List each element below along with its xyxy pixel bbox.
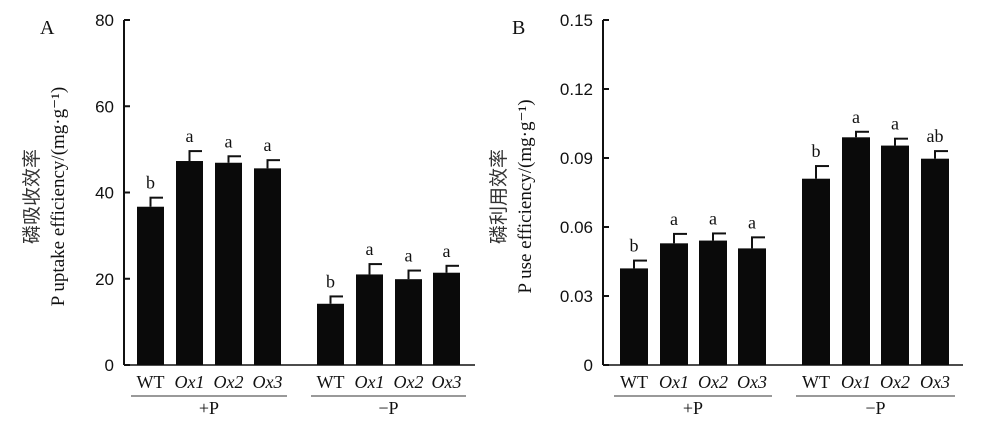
panel-label: A [40, 17, 55, 39]
x-category-label: Ox2 [698, 372, 728, 392]
y-axis-label-en: P uptake efficiency/(mg·g⁻¹) [48, 87, 69, 306]
x-category-label: WT [802, 372, 830, 392]
y-axis-label: 磷利用效率 P use efficiency/(mg·g⁻¹) [488, 99, 536, 293]
y-axis-label-cn: 磷吸收效率 [21, 149, 43, 244]
y-tick-label: 60 [95, 97, 114, 116]
y-tick-label: 0 [105, 356, 114, 375]
y-tick-label: 20 [95, 270, 114, 289]
bar-wt [802, 178, 830, 365]
significance-label: ab [927, 126, 944, 146]
x-category-label: WT [620, 372, 648, 392]
group-label: +P [199, 398, 219, 418]
significance-label: a [264, 135, 272, 155]
y-tick-label: 0.06 [560, 218, 593, 237]
bar-ox1 [842, 137, 870, 365]
y-tick-label: 40 [95, 184, 114, 203]
bar-ox2 [215, 162, 242, 365]
y-tick-label: 0 [584, 356, 593, 375]
x-category-label: Ox2 [880, 372, 910, 392]
significance-label: b [812, 141, 821, 161]
y-axis-label-cn: 磷利用效率 [488, 149, 510, 244]
chart-panel-A: A 0 20 40 60 80 磷吸收效率 P uptake efficiency/(mg·g… [21, 11, 475, 418]
significance-label: a [709, 208, 717, 228]
x-category-label: Ox1 [659, 372, 689, 392]
bar-wt [620, 268, 648, 365]
x-category-label: Ox1 [841, 372, 871, 392]
y-axis-label-en: P use efficiency/(mg·g⁻¹) [515, 99, 536, 293]
significance-label: a [366, 239, 374, 259]
group-label: −P [865, 398, 885, 418]
group-label: +P [683, 398, 703, 418]
bar-ox1 [660, 243, 688, 365]
significance-label: b [146, 173, 155, 193]
y-axis-label: 磷吸收效率 P uptake efficiency/(mg·g⁻¹) [21, 87, 69, 306]
bar-ox3 [921, 158, 949, 365]
x-category-label: Ox3 [432, 372, 462, 392]
y-tick-label: 0.09 [560, 149, 593, 168]
x-category-label: Ox1 [175, 372, 205, 392]
bar-wt [317, 303, 344, 365]
bar-ox3 [254, 168, 281, 365]
x-category-label: Ox3 [737, 372, 767, 392]
y-tick-label: 0.12 [560, 80, 593, 99]
x-category-label: Ox2 [214, 372, 244, 392]
significance-label: a [405, 246, 413, 266]
bar-ox2 [881, 145, 909, 365]
x-category-label: Ox3 [253, 372, 283, 392]
significance-label: a [443, 241, 451, 261]
bar-ox2 [395, 279, 422, 365]
significance-label: b [326, 271, 335, 291]
x-category-label: WT [137, 372, 165, 392]
bar-ox3 [433, 272, 460, 365]
significance-label: a [225, 131, 233, 151]
significance-label: a [891, 114, 899, 134]
x-category-label: Ox1 [355, 372, 385, 392]
panel-label: B [512, 17, 525, 39]
group-label: −P [378, 398, 398, 418]
significance-label: a [670, 209, 678, 229]
x-category-label: Ox3 [920, 372, 950, 392]
chart-panel-B: B 0 0.03 0.06 0.09 0.12 0.15 磷利用效率 P use efficie… [488, 11, 963, 418]
y-tick-label: 0.15 [560, 11, 593, 30]
bar-ox3 [738, 248, 766, 365]
bar-ox1 [356, 274, 383, 365]
y-tick-label: 80 [95, 11, 114, 30]
significance-label: a [186, 126, 194, 146]
bar-ox1 [176, 161, 203, 365]
bar-ox2 [699, 240, 727, 365]
y-tick-label: 0.03 [560, 287, 593, 306]
significance-label: a [748, 212, 756, 232]
x-category-label: WT [317, 372, 345, 392]
x-category-label: Ox2 [394, 372, 424, 392]
significance-label: b [630, 236, 639, 256]
significance-label: a [852, 107, 860, 127]
bar-wt [137, 206, 164, 365]
